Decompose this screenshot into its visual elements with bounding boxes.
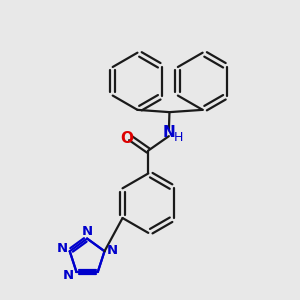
Text: N: N (82, 225, 93, 238)
Text: O: O (120, 130, 133, 146)
Text: H: H (173, 131, 183, 144)
Text: N: N (57, 242, 68, 255)
Text: N: N (63, 268, 74, 282)
Text: N: N (163, 125, 175, 140)
Text: N: N (106, 244, 118, 257)
